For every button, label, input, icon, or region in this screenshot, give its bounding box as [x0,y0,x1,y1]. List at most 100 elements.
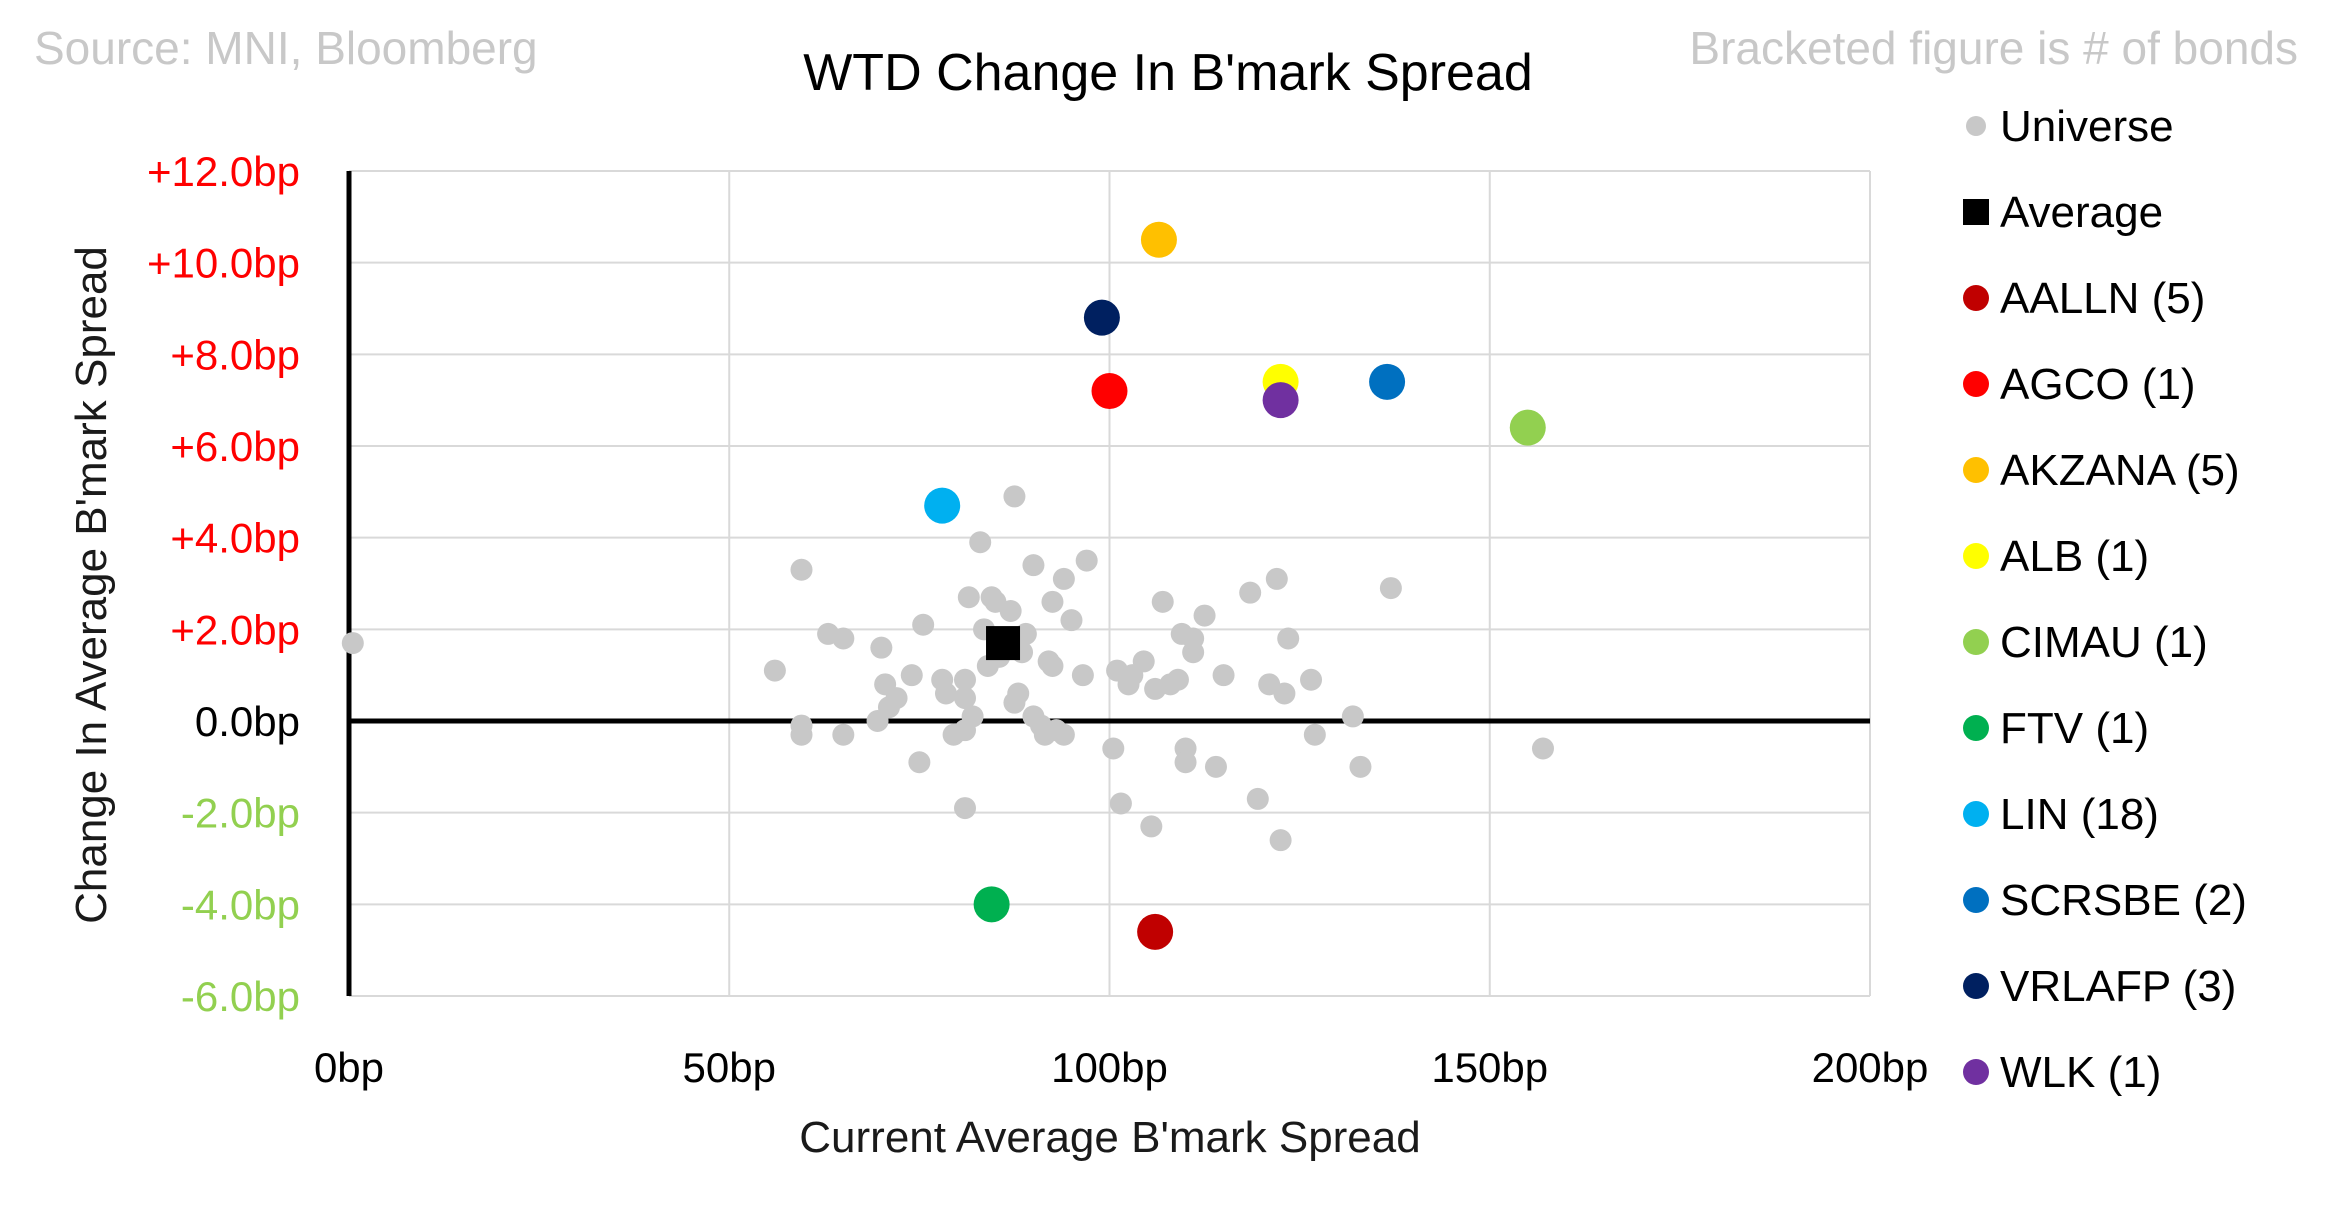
gridlines [349,170,1871,997]
universe-point [961,705,984,728]
issuer-point-vrlafp [1083,299,1120,336]
legend-item-cimau: CIMAU (1) [1963,618,2208,667]
issuer-point-scrsbe [1369,363,1406,400]
universe-point [1379,577,1402,600]
universe-point [1022,554,1045,577]
y-tick-label: -2.0bp [181,790,300,837]
universe-point [1182,627,1205,650]
source-note: Source: MNI, Bloomberg [34,22,538,74]
universe-point [763,659,786,682]
universe-point [954,687,977,710]
y-tick-label: -6.0bp [181,973,300,1020]
y-tick-label: +4.0bp [170,515,300,562]
universe-point [912,613,935,636]
universe-point [1531,737,1554,760]
legend-marker [1963,199,1989,225]
issuer-point-aalln [1137,913,1174,950]
universe-point [954,797,977,820]
legend-item-ftv: FTV (1) [1963,704,2149,753]
universe-point [1041,590,1064,613]
y-tick-labels: +12.0bp +10.0bp +8.0bp +6.0bp +4.0bp +2.0bp 0.… [147,148,300,1020]
universe-point [1007,682,1030,705]
universe-point [832,627,855,650]
y-axis-title: Change In Average B'mark Spread [67,246,116,924]
legend: Universe Average AALLN (5) AGCO (1) AKZANA (… [1963,102,2247,1097]
legend-item-wlk: WLK (1) [1963,1048,2161,1097]
issuer-point-lin [924,487,961,524]
universe-point [1269,829,1292,852]
universe-point [1239,581,1262,604]
legend-label: WLK (1) [2000,1048,2161,1097]
data-points [341,221,1554,950]
universe-point [1003,485,1026,508]
issuer-point-agco [1091,373,1128,409]
y-tick-label: +6.0bp [170,423,300,470]
universe-point [1014,622,1037,645]
x-tick-label: 100bp [1051,1044,1168,1091]
axes [346,171,1870,996]
legend-label: LIN (18) [2000,790,2159,839]
legend-marker [1963,973,1989,999]
legend-item-alb: ALB (1) [1963,532,2149,581]
legend-label: Universe [2000,102,2174,151]
average-point [986,626,1021,661]
universe-point [1349,755,1372,778]
universe-point [1166,668,1189,691]
universe-point [1341,705,1364,728]
universe-point [1303,723,1326,746]
universe-point [908,751,931,774]
universe-point [1265,567,1288,590]
legend-marker [1963,371,1989,397]
universe-point [1273,682,1296,705]
legend-item-average: Average [1963,188,2163,237]
universe-point [1102,737,1125,760]
legend-item-akzana: AKZANA (5) [1963,446,2240,495]
universe-point [900,664,923,687]
issuer-point-akzana [1140,221,1177,258]
legend-label: FTV (1) [2000,704,2149,753]
legend-label: Average [2000,188,2163,237]
x-tick-labels: 0bp 50bp 100bp 150bp 200bp [314,1044,1928,1091]
legend-item-universe: Universe [1966,102,2174,151]
legend-marker [1963,629,1989,655]
universe-point [954,668,977,691]
issuer-point-cimau [1509,409,1546,446]
universe-point [1246,787,1269,810]
legend-marker [1963,887,1989,913]
chart-title: WTD Change In B'mark Spread [803,44,1533,102]
universe-point [1212,664,1235,687]
universe-point [969,531,992,554]
legend-marker [1963,715,1989,741]
x-tick-label: 50bp [683,1044,776,1091]
legend-item-vrlafp: VRLAFP (3) [1963,962,2236,1011]
universe-point [1132,650,1155,673]
universe-point [885,687,908,710]
universe-point [1052,567,1075,590]
legend-label: ALB (1) [2000,532,2149,581]
universe-point [1277,627,1300,650]
legend-label: AGCO (1) [2000,360,2196,409]
legend-label: SCRSBE (2) [2000,876,2247,925]
universe-point [1060,609,1083,632]
issuer-point-wlk [1262,382,1299,419]
legend-marker [1963,543,1989,569]
universe-point [870,636,893,659]
y-tick-label: -4.0bp [181,881,300,928]
universe-point [1151,590,1174,613]
x-tick-label: 150bp [1431,1044,1548,1091]
universe-point [1052,723,1075,746]
universe-point [341,632,364,655]
universe-point [1041,655,1064,677]
legend-marker [1963,1059,1989,1085]
universe-point [1193,604,1216,627]
legend-label: AKZANA (5) [2000,446,2240,495]
universe-point [1174,751,1197,774]
legend-item-lin: LIN (18) [1963,790,2159,839]
bracket-note: Bracketed figure is # of bonds [1689,22,2298,74]
universe-point [1071,664,1094,687]
universe-point [790,558,813,581]
issuer-point-ftv [973,886,1010,923]
universe-point [790,723,813,746]
y-tick-label: +2.0bp [170,606,300,653]
